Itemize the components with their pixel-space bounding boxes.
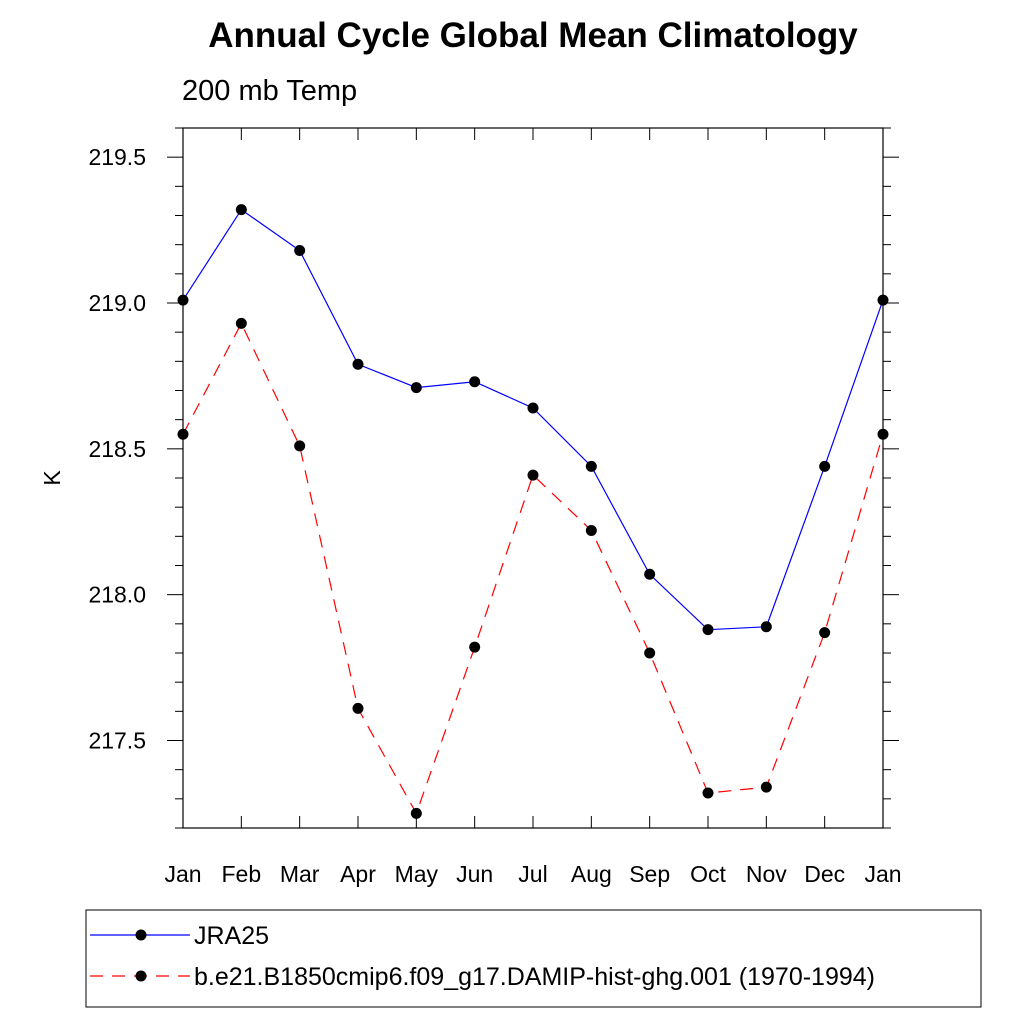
y-tick-label: 218.0 [88,582,146,608]
y-axis-label: K [39,470,65,486]
data-point-series-1 [585,525,597,536]
y-axis: 219.5 219.0 218.5 218.0 217.5 [88,127,899,829]
data-point-series-1 [644,647,656,659]
series-line-1 [182,322,884,815]
series-layer [177,204,889,819]
data-point-series-1 [410,807,422,819]
data-point-series-1 [352,702,364,714]
x-tick-label: Mar [280,861,320,887]
x-tick-label: Jan [864,861,901,887]
data-point-series-1 [469,641,481,653]
data-point-series-1 [527,469,539,481]
data-point-series-1 [177,428,189,440]
data-point-series-0 [235,204,247,216]
x-tick-label: Dec [804,861,845,887]
x-tick-label: Aug [571,861,612,887]
x-tick-label: Apr [340,861,376,887]
legend-marker-jra25 [135,929,147,941]
y-tick-label: 217.5 [88,728,146,754]
x-tick-label: Jul [518,861,547,887]
data-point-series-0 [585,460,597,472]
data-point-series-1 [819,627,831,639]
chart-title: Annual Cycle Global Mean Climatology [208,16,858,55]
data-point-series-0 [352,358,364,370]
data-point-series-0 [410,382,422,394]
legend: JRA25 b.e21.B1850cmip6.f09_g17.DAMIP-his… [85,909,982,1008]
data-point-series-1 [877,428,889,440]
chart-subtitle: 200 mb Temp [182,75,357,107]
x-tick-label: Oct [690,861,726,887]
y-tick-label: 219.5 [88,144,146,170]
x-tick-label: May [395,861,439,887]
data-point-series-0 [760,621,772,633]
legend-label-jra25: JRA25 [194,922,269,950]
data-point-series-1 [235,317,247,329]
data-point-series-0 [177,294,189,306]
x-tick-label: Sep [629,861,670,887]
data-point-series-1 [702,787,714,799]
data-point-series-0 [469,376,481,388]
y-tick-label: 218.5 [88,436,146,462]
legend-box [85,909,982,1008]
data-point-series-0 [294,245,306,256]
data-point-series-0 [527,402,539,414]
data-point-series-0 [702,624,714,636]
y-tick-label: 219.0 [88,290,146,316]
x-tick-label: Jan [164,861,201,887]
data-point-series-1 [760,781,772,793]
x-tick-label: Jun [456,861,493,887]
x-axis: Jan Feb Mar Apr May Jun Jul Aug Sep Oct Nov Dec Jan [164,128,902,887]
data-point-series-0 [819,460,831,472]
x-tick-label: Feb [222,861,262,887]
legend-marker-model [135,970,147,982]
series-line-0 [182,208,884,631]
legend-label-model: b.e21.B1850cmip6.f09_g17.DAMIP-hist-ghg.… [194,963,875,991]
data-point-series-0 [877,294,889,306]
data-point-series-1 [294,440,306,452]
x-tick-label: Nov [746,861,787,887]
data-point-series-0 [644,568,656,580]
